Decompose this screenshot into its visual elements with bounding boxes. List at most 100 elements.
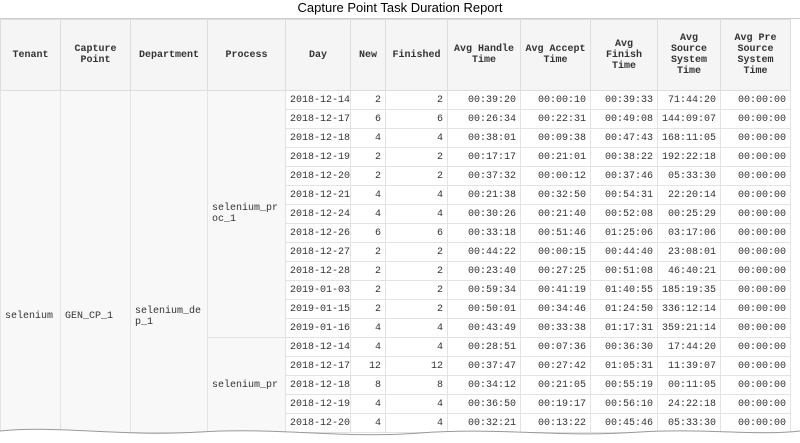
header-row: Tenant Capture Point Department Process Day N… <box>0 19 791 91</box>
data-cell: 17:44:20 <box>657 337 721 357</box>
data-cell: 2018-12-21 <box>285 185 351 205</box>
data-cell: 00:36:30 <box>590 337 658 357</box>
data-cell: 00:00:00 <box>720 223 791 243</box>
data-cell: 03:17:06 <box>657 223 721 243</box>
data-cell: 8 <box>350 375 386 395</box>
data-cell: 4 <box>385 337 448 357</box>
report-table: Tenant Capture Point Department Process Day N… <box>0 19 791 433</box>
data-cell: 2 <box>350 90 386 110</box>
data-cell: 4 <box>350 185 386 205</box>
data-cell: 00:19:17 <box>520 394 591 414</box>
torn-edge <box>0 428 800 443</box>
data-cell: 4 <box>385 394 448 414</box>
table-row: 2018-12-19 2 2 00:17:17 00:21:01 00:38:22 192:… <box>1 147 791 167</box>
data-cell: 00:59:34 <box>447 280 521 300</box>
data-cell: 4 <box>350 413 386 433</box>
data-cell: 00:21:05 <box>520 375 591 395</box>
department-cell: selenium_dep_1 <box>130 90 208 433</box>
data-cell: 2018-12-20 <box>285 166 351 186</box>
column-header: Day <box>285 19 351 91</box>
data-cell: 00:00:12 <box>520 166 591 186</box>
table-row: 2018-12-17 6 6 00:26:34 00:22:31 00:49:08 144:… <box>1 109 791 129</box>
column-header: Avg Accept Time <box>520 19 591 91</box>
data-cell: 4 <box>350 128 386 148</box>
column-header: Avg Pre Source System Time <box>720 19 791 91</box>
data-cell: 00:23:40 <box>447 261 521 281</box>
data-cell: 00:34:12 <box>447 375 521 395</box>
data-cell: 2018-12-14 <box>285 337 351 357</box>
data-cell: 00:50:01 <box>447 299 521 319</box>
column-header: Avg Source System Time <box>657 19 721 91</box>
table-row: 2018-12-20 4 4 00:32:21 00:13:22 00:45:46 05:3… <box>1 413 791 433</box>
data-cell: 01:17:31 <box>590 318 658 338</box>
data-cell: 00:28:51 <box>447 337 521 357</box>
data-cell: 00:39:33 <box>590 90 658 110</box>
column-header: New <box>350 19 386 91</box>
data-cell: 2019-01-03 <box>285 280 351 300</box>
data-cell: 00:55:19 <box>590 375 658 395</box>
data-cell: 00:11:05 <box>657 375 721 395</box>
data-cell: 2018-12-14 <box>285 90 351 110</box>
data-cell: 00:22:31 <box>520 109 591 129</box>
data-cell: 2019-01-16 <box>285 318 351 338</box>
data-cell: 23:08:01 <box>657 242 721 262</box>
data-cell: 00:34:46 <box>520 299 591 319</box>
data-cell: 4 <box>385 413 448 433</box>
process-cell: selenium_pr <box>207 337 286 433</box>
data-cell: 00:27:42 <box>520 356 591 376</box>
data-cell: 00:26:34 <box>447 109 521 129</box>
data-cell: 00:27:25 <box>520 261 591 281</box>
column-header: Finished <box>385 19 448 91</box>
data-cell: 2 <box>350 299 386 319</box>
data-cell: 2018-12-17 <box>285 109 351 129</box>
data-cell: 2018-12-26 <box>285 223 351 243</box>
column-header: Process <box>207 19 286 91</box>
data-cell: 00:44:40 <box>590 242 658 262</box>
data-cell: 00:52:08 <box>590 204 658 224</box>
data-cell: 00:00:00 <box>720 394 791 414</box>
tenant-cell: selenium <box>0 90 61 433</box>
data-cell: 144:09:07 <box>657 109 721 129</box>
table-row: 2019-01-16 4 4 00:43:49 00:33:38 01:17:31 359:… <box>1 318 791 338</box>
capture-point-cell: GEN_CP_1 <box>60 90 131 433</box>
data-cell: 6 <box>385 223 448 243</box>
data-cell: 00:00:00 <box>720 356 791 376</box>
table-row: selenium_pr 2018-12-14 4 4 00:28:51 00:07:36 0… <box>1 337 791 433</box>
column-header: Department <box>130 19 208 91</box>
data-cell: 6 <box>385 109 448 129</box>
data-cell: 4 <box>385 128 448 148</box>
table-row: selenium GEN_CP_1 selenium_dep_1 selenium_p… <box>0 90 791 433</box>
data-cell: 05:33:30 <box>657 166 721 186</box>
data-cell: 00:00:10 <box>520 90 591 110</box>
column-header: Avg Finish Time <box>590 19 658 91</box>
data-cell: 00:33:38 <box>520 318 591 338</box>
report-title: Capture Point Task Duration Report <box>0 0 800 19</box>
data-cell: 336:12:14 <box>657 299 721 319</box>
data-cell: 01:25:06 <box>590 223 658 243</box>
data-cell: 00:00:00 <box>720 261 791 281</box>
data-cell: 2018-12-24 <box>285 204 351 224</box>
data-cell: 2018-12-20 <box>285 413 351 433</box>
data-cell: 00:07:36 <box>520 337 591 357</box>
data-cell: 00:21:38 <box>447 185 521 205</box>
data-cell: 2 <box>350 166 386 186</box>
data-cell: 00:09:38 <box>520 128 591 148</box>
data-cell: 00:00:00 <box>720 204 791 224</box>
data-cell: 00:00:00 <box>720 128 791 148</box>
data-cell: 4 <box>385 204 448 224</box>
data-cell: 4 <box>350 394 386 414</box>
data-cell: 11:39:07 <box>657 356 721 376</box>
data-cell: 2 <box>350 242 386 262</box>
data-cell: 00:00:00 <box>720 337 791 357</box>
table-row: 2018-12-19 4 4 00:36:50 00:19:17 00:56:10 24:2… <box>1 394 791 414</box>
table-row: 2018-12-21 4 4 00:21:38 00:32:50 00:54:31 22:2… <box>1 185 791 205</box>
data-cell: 00:00:00 <box>720 109 791 129</box>
table-row: 2018-12-17 12 12 00:37:47 00:27:42 01:05:31 11… <box>1 356 791 376</box>
data-cell: 2 <box>350 261 386 281</box>
column-header: Tenant <box>0 19 61 91</box>
data-cell: 00:49:08 <box>590 109 658 129</box>
data-cell: 00:47:43 <box>590 128 658 148</box>
table-row: 2018-12-20 2 2 00:37:32 00:00:12 00:37:46 05:3… <box>1 166 791 186</box>
data-cell: 22:20:14 <box>657 185 721 205</box>
